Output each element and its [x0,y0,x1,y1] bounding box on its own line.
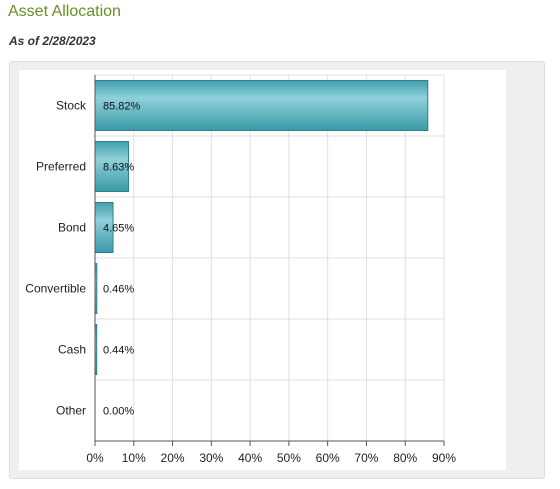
data-label: 0.44% [103,345,134,357]
bars [94,80,429,375]
category-label: Cash [58,343,86,357]
x-tick-label: 10% [122,451,146,465]
bar [94,80,429,131]
x-tick-label: 50% [277,451,301,465]
data-label: 0.00% [103,406,134,418]
x-tick-label: 20% [161,451,185,465]
data-label: 8.63% [103,162,134,174]
x-tick-label: 70% [354,451,378,465]
axes [94,75,445,446]
x-tick-label: 0% [86,451,104,465]
data-label: 0.46% [103,284,134,296]
x-tick-label: 40% [238,451,262,465]
x-tick-label: 30% [199,451,223,465]
category-label: Stock [56,99,87,113]
page-title: Asset Allocation [8,3,121,20]
x-tick-label: 60% [316,451,340,465]
labels: 0% 10% 20% 30% 40% 50% 60% 70% 80% 90% Stock 85.82%… [25,99,456,466]
category-label: Bond [58,221,86,235]
data-label: 4.65% [103,223,134,235]
data-label: 85.82% [103,101,141,113]
category-label: Other [56,404,86,418]
x-tick-label: 90% [432,451,456,465]
category-label: Convertible [25,282,86,296]
plot-area [19,70,506,470]
category-label: Preferred [36,160,86,174]
gridlines [95,74,445,441]
as-of-date: As of 2/28/2023 [9,34,96,48]
x-tick-label: 80% [393,451,417,465]
